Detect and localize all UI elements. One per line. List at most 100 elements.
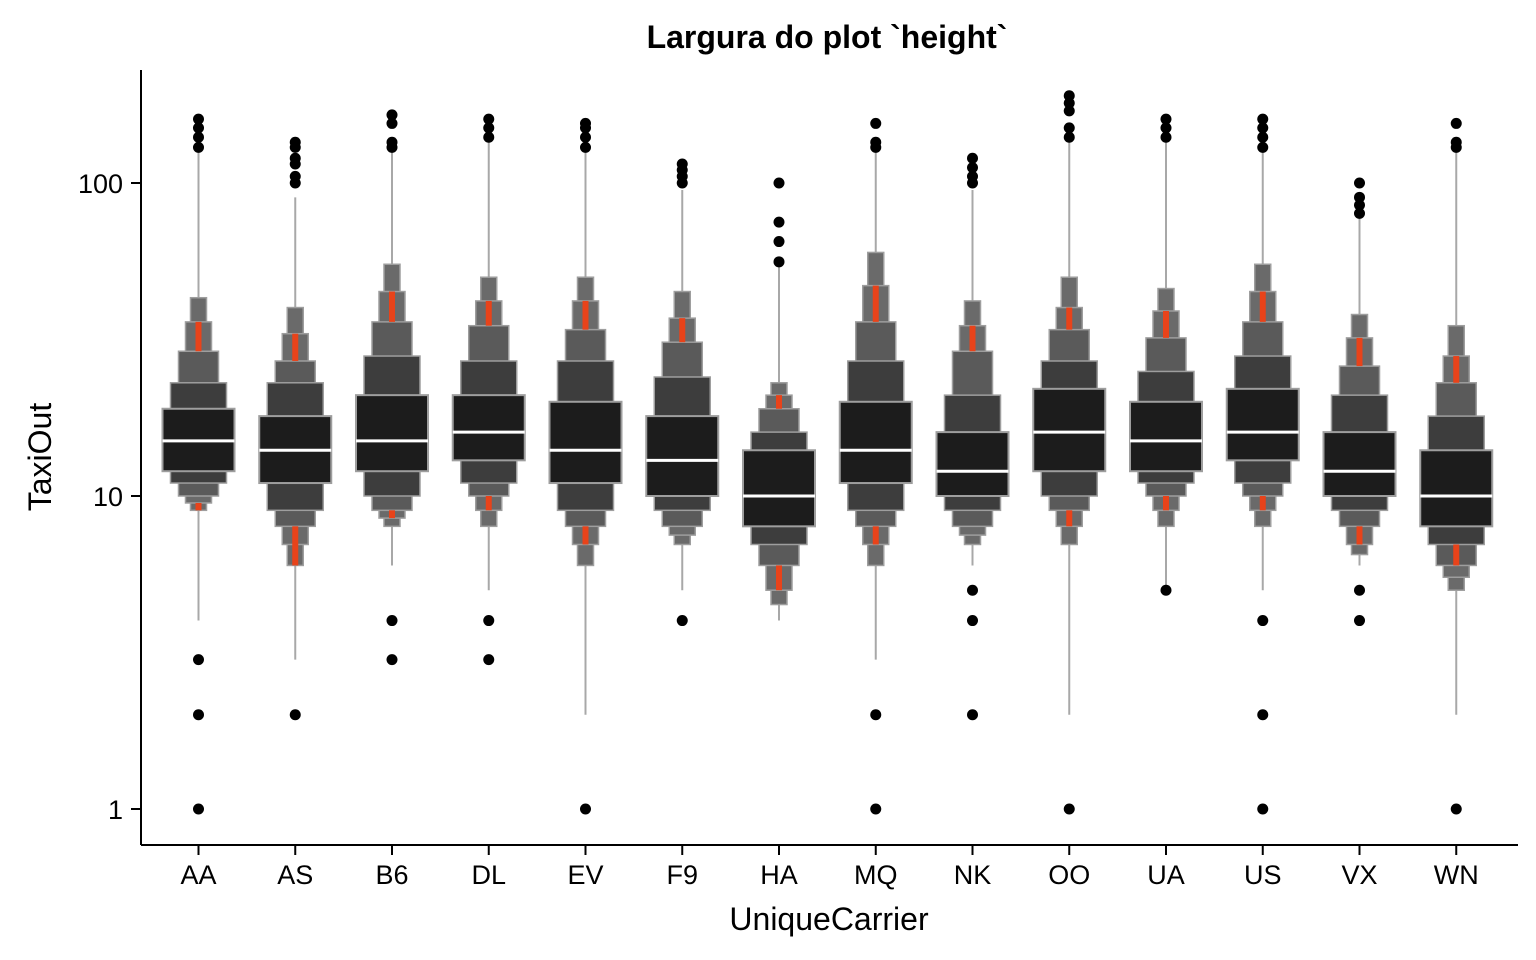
x-tick-label: AS [277, 860, 313, 890]
outlier-point [289, 136, 301, 148]
tail-highlight [1163, 496, 1169, 511]
x-ticks: AA AS B6 DL EV F9 HA MQ NK OO UA US VX WN [180, 845, 1479, 890]
x-tick-label: B6 [375, 860, 408, 890]
outlier-point [483, 122, 495, 134]
tail-highlight [872, 285, 879, 322]
outlier-point [1063, 803, 1075, 815]
tail-highlight [195, 321, 202, 352]
x-tick-label: US [1244, 860, 1282, 890]
outlier-point [1354, 615, 1365, 627]
tail-highlight [292, 333, 299, 361]
tail-highlight [582, 300, 589, 330]
tail-highlight [1356, 526, 1363, 545]
tail-highlight [1066, 307, 1073, 330]
outlier-point [1450, 803, 1462, 815]
outlier-point [773, 216, 785, 228]
outlier-point [580, 141, 591, 153]
outlier-point [1257, 709, 1269, 721]
outlier-point [1063, 90, 1075, 102]
carrier-group-ha [742, 177, 816, 621]
outlier-point [1354, 584, 1365, 596]
outlier-point [1160, 131, 1172, 143]
outlier-point [193, 709, 204, 721]
x-tick-label: AA [180, 860, 216, 890]
carrier-group-b6 [355, 109, 429, 666]
outlier-point [1063, 105, 1075, 117]
carrier-group-f9 [645, 158, 720, 627]
y-tick-label: 10 [93, 482, 123, 512]
outlier-point [676, 615, 688, 627]
outlier-point [289, 709, 301, 721]
outlier-point [1354, 199, 1365, 211]
tail-highlight [679, 318, 686, 343]
carrier-group-dl [451, 113, 526, 666]
x-tick-label: OO [1048, 860, 1090, 890]
outlier-point [580, 117, 591, 129]
letter-value-box [645, 415, 720, 497]
tail-highlight [389, 510, 395, 519]
outlier-point [1257, 803, 1269, 815]
letter-value-box [742, 449, 816, 528]
outlier-point [1257, 615, 1269, 627]
outlier-point [483, 131, 495, 143]
outlier-point [967, 709, 978, 721]
outlier-point [193, 122, 204, 134]
outlier-point [386, 117, 398, 129]
outlier-point [386, 109, 398, 121]
outlier-point [193, 141, 204, 153]
tail-highlight [195, 502, 202, 511]
plot-area [161, 90, 1494, 815]
outlier-point [870, 117, 882, 129]
letter-value-box [838, 400, 913, 485]
outlier-point [773, 177, 785, 189]
outlier-point [193, 803, 204, 815]
outlier-point [1257, 141, 1269, 153]
x-tick-label: F9 [666, 860, 698, 890]
outlier-point [1160, 113, 1172, 125]
outlier-point [676, 158, 688, 170]
outlier-point [580, 131, 591, 143]
outlier-point [580, 803, 591, 815]
carrier-group-us [1225, 113, 1300, 815]
outlier-point [386, 615, 398, 627]
letter-value-box [1322, 431, 1397, 497]
x-tick-label: EV [567, 860, 603, 890]
x-tick-label: UA [1147, 860, 1185, 890]
tail-highlight [776, 565, 782, 591]
tail-highlight [485, 300, 492, 326]
outlier-point [773, 236, 785, 248]
outlier-point [386, 654, 398, 666]
carrier-group-vx [1322, 177, 1397, 627]
x-tick-label: HA [760, 860, 798, 890]
tail-highlight [292, 526, 299, 566]
outlier-point [289, 170, 301, 182]
letter-value-box [1032, 387, 1107, 473]
carrier-group-wn [1419, 117, 1494, 815]
letter-value-box [935, 431, 1010, 497]
outlier-point [1354, 177, 1365, 189]
letter-value-box [451, 394, 526, 462]
outlier-point [193, 654, 204, 666]
outlier-point [1160, 584, 1172, 596]
chart-title: Largura do plot `height` [647, 19, 1008, 55]
outlier-point [1450, 117, 1462, 129]
x-tick-label: WN [1434, 860, 1479, 890]
outlier-point [1354, 207, 1365, 219]
tail-highlight [872, 526, 879, 545]
tail-highlight [389, 291, 395, 322]
y-tick-label: 1 [108, 795, 123, 825]
x-tick-label: DL [471, 860, 506, 890]
carrier-group-aa [161, 113, 236, 815]
outlier-point [870, 709, 882, 721]
tail-highlight [1356, 337, 1363, 367]
carrier-group-mq [838, 117, 913, 815]
letter-value-box [1129, 400, 1203, 473]
y-ticks: 1 10 100 [78, 169, 141, 825]
outlier-point [1354, 191, 1365, 203]
y-tick-label: 100 [78, 169, 123, 199]
tail-highlight [969, 325, 976, 352]
outlier-point [870, 136, 882, 148]
outlier-point [870, 803, 882, 815]
y-axis-title: TaxiOut [22, 403, 58, 512]
carrier-group-ua [1129, 113, 1203, 596]
